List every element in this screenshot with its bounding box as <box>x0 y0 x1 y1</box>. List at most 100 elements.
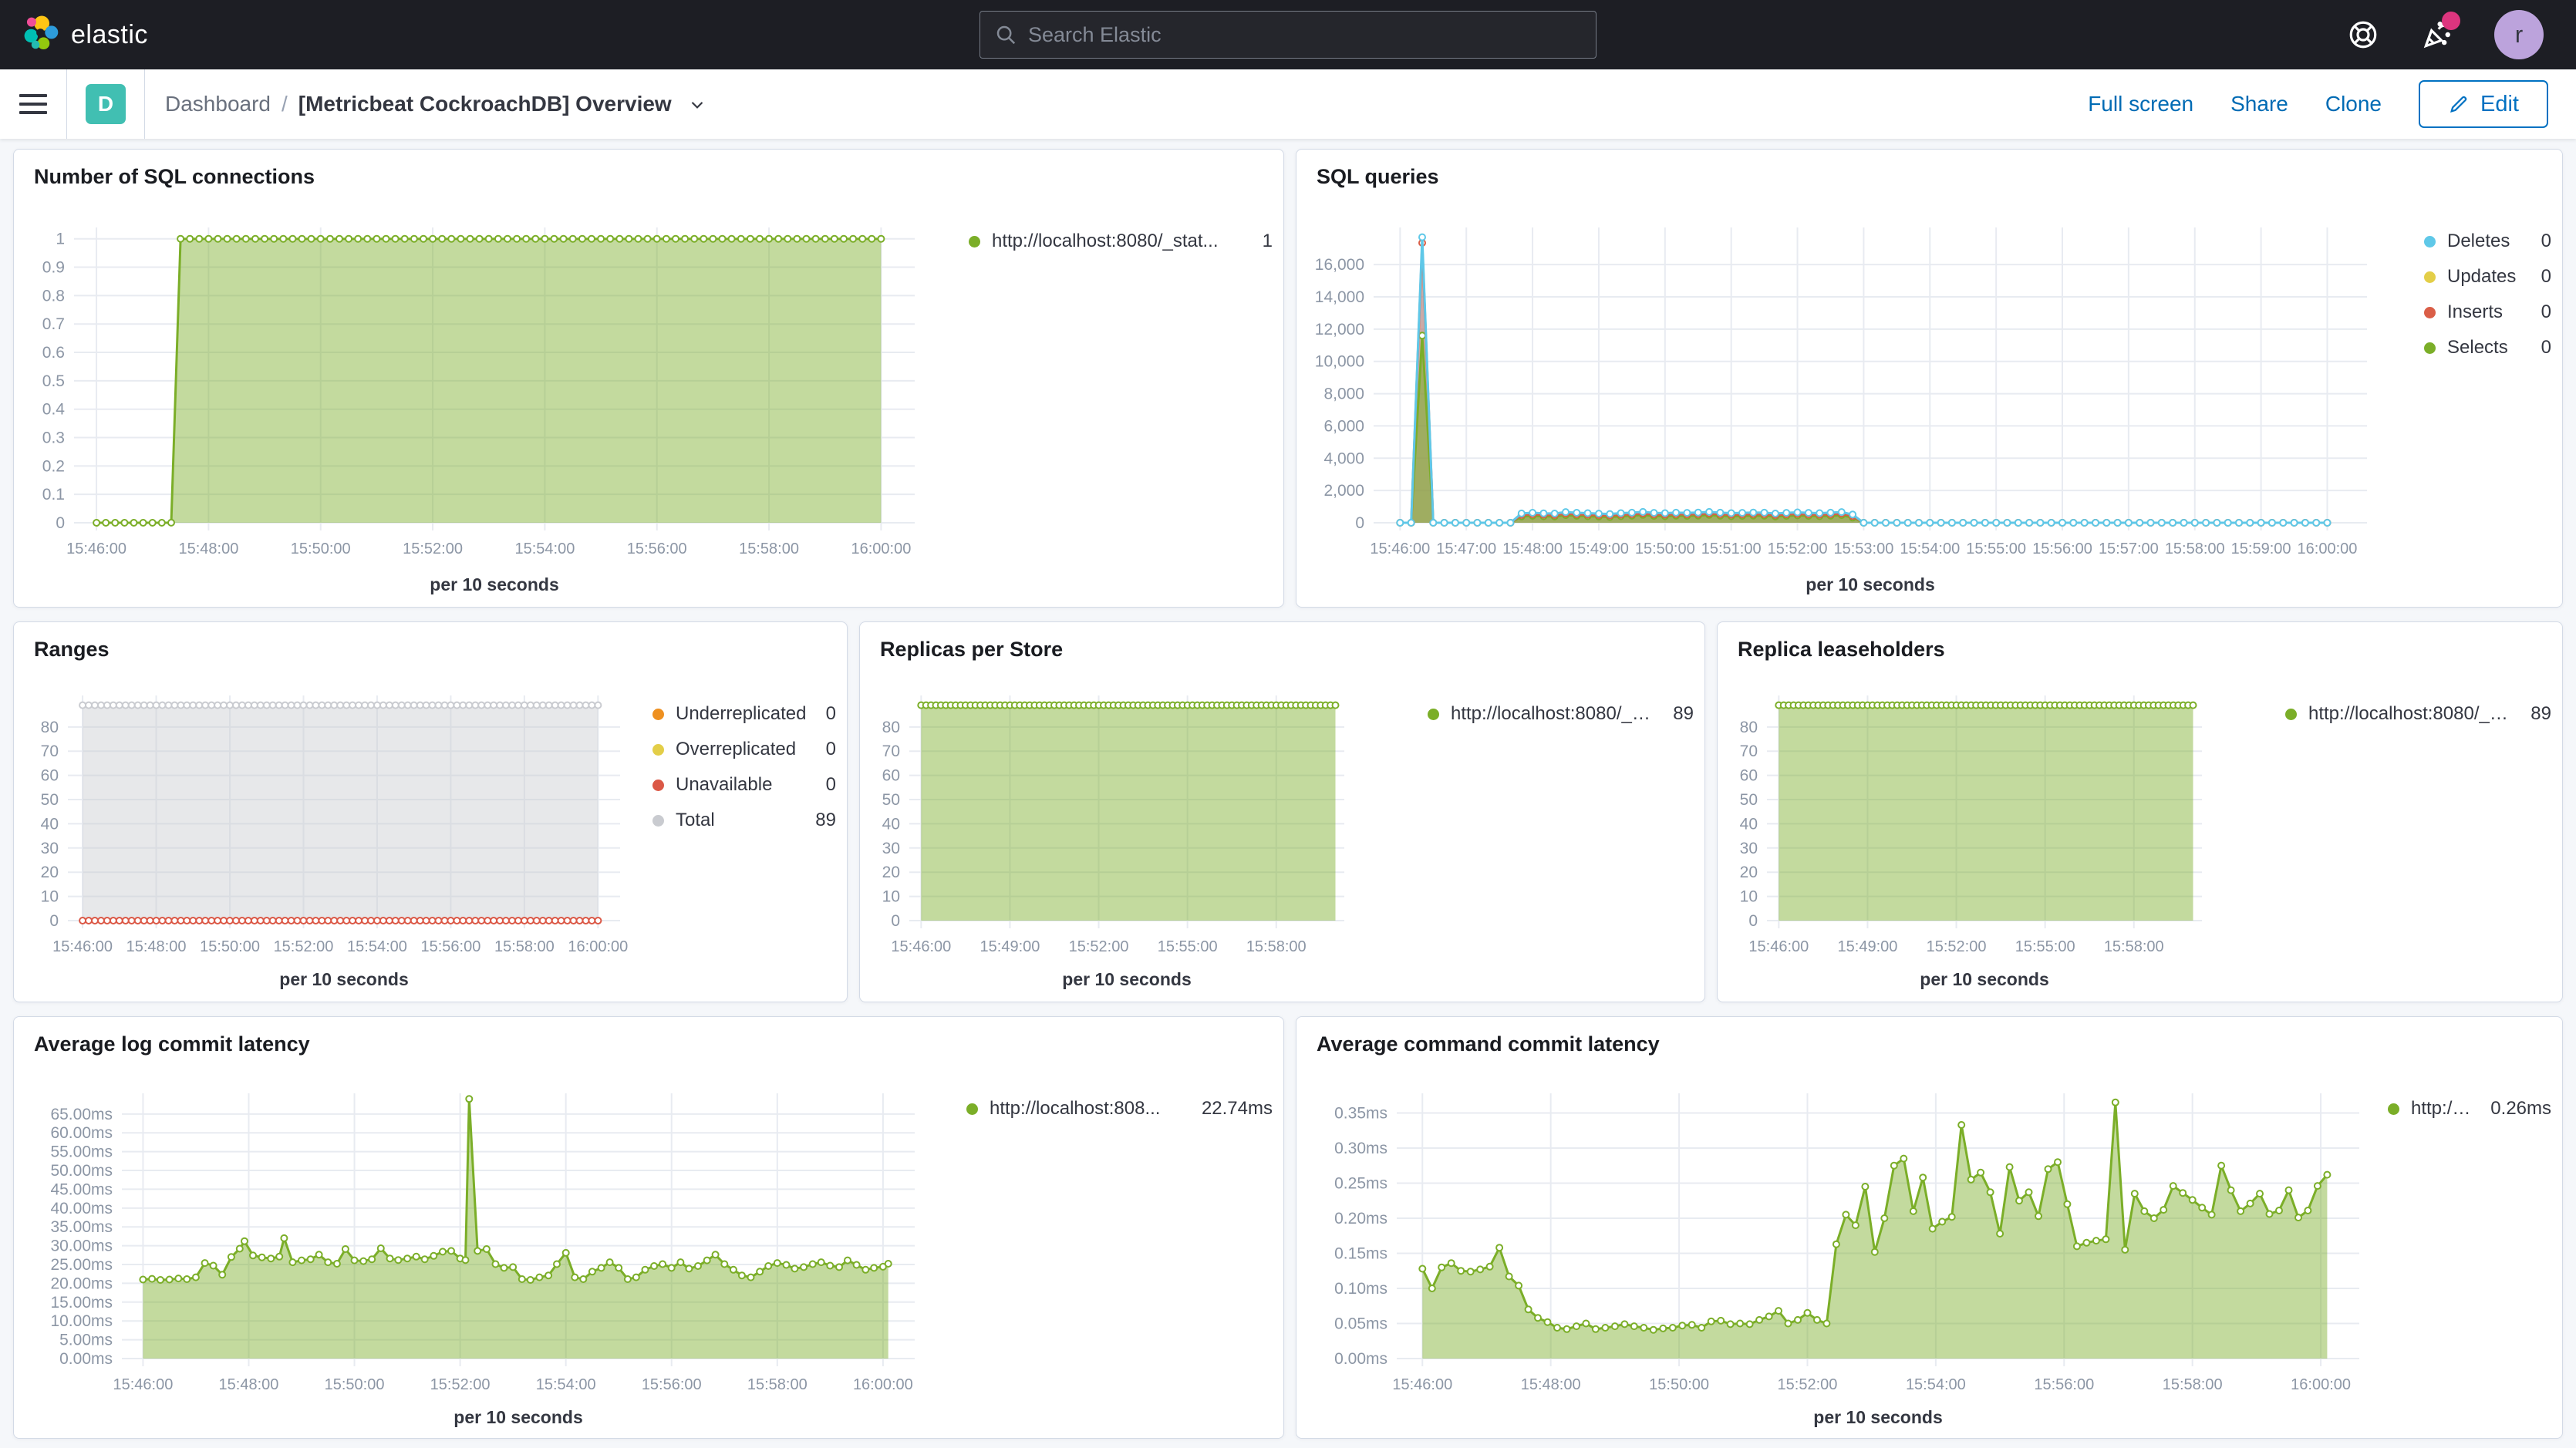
legend-label: http://localhost:8080/_sta... <box>2308 703 2513 724</box>
panel-replicas-per-store: Replicas per Store 15:46:00 15:49:00 15:52… <box>859 621 1705 1002</box>
panel-ranges: Ranges 15:46:00 15:48:00 15:50:00 15:52:00 1… <box>13 621 848 1002</box>
chart-replica-leaseholders[interactable]: 15:46:00 15:49:00 15:52:00 15:55:00 15:58:00… <box>1718 668 2211 995</box>
chart-legend: http://localhost:808... 22.74ms <box>924 1062 1283 1133</box>
search-input[interactable] <box>1028 22 1582 47</box>
svg-text:0.3: 0.3 <box>42 429 65 447</box>
breadcrumb-dashboard[interactable]: Dashboard <box>165 92 271 116</box>
chart-legend: http://localhost:8080/_stat... 1 <box>924 195 1283 266</box>
elastic-logo[interactable]: elastic <box>0 15 148 55</box>
svg-text:60: 60 <box>1740 767 1758 785</box>
chart-legend: http://localhost:8080/_sta... 89 <box>2211 668 2562 739</box>
chevron-down-icon <box>691 102 703 109</box>
share-button[interactable]: Share <box>2230 92 2288 116</box>
legend-item[interactable]: Updates 0 <box>2424 266 2551 288</box>
svg-text:0.35ms: 0.35ms <box>1334 1104 1387 1122</box>
svg-text:16:00:00: 16:00:00 <box>2298 540 2358 557</box>
svg-text:15:58:00: 15:58:00 <box>2163 1376 2223 1393</box>
svg-text:80: 80 <box>882 719 900 736</box>
svg-text:0: 0 <box>56 514 65 532</box>
legend-item[interactable]: http://localhost:8080/_stat... 1 <box>969 231 1273 252</box>
svg-text:6,000: 6,000 <box>1323 417 1364 435</box>
legend-item[interactable]: Inserts 0 <box>2424 301 2551 323</box>
svg-text:0.30ms: 0.30ms <box>1334 1140 1387 1157</box>
svg-text:per 10 seconds: per 10 seconds <box>1920 969 2048 989</box>
title-menu-button[interactable] <box>687 94 707 114</box>
svg-text:16:00:00: 16:00:00 <box>2291 1376 2351 1393</box>
legend-value: 0 <box>825 739 836 759</box>
svg-text:0.15ms: 0.15ms <box>1334 1244 1387 1262</box>
svg-text:15:56:00: 15:56:00 <box>627 540 687 557</box>
chart-ranges[interactable]: 15:46:00 15:48:00 15:50:00 15:52:00 15:54:00… <box>14 668 631 995</box>
legend-item[interactable]: Underreplicated 0 <box>652 703 836 725</box>
clone-button[interactable]: Clone <box>2325 92 2382 116</box>
legend-item[interactable]: Total 89 <box>652 810 836 831</box>
svg-text:15:52:00: 15:52:00 <box>430 1376 491 1393</box>
full-screen-button[interactable]: Full screen <box>2088 92 2194 116</box>
legend-dot-icon <box>652 743 664 756</box>
news-button[interactable] <box>2420 12 2460 52</box>
legend-value: 0 <box>2541 231 2551 251</box>
chart-replicas-per-store[interactable]: 15:46:00 15:49:00 15:52:00 15:55:00 15:58:00… <box>860 668 1354 995</box>
panel-title: Average log commit latency <box>34 1032 310 1056</box>
legend-item[interactable]: http://localhost:8080/_sta... 89 <box>1428 703 1694 725</box>
chart-legend: http://localhost:8080... 0.26ms <box>2369 1062 2562 1133</box>
chart-sql-queries[interactable]: 15:46:00 15:47:00 15:48:00 15:49:00 15:50:00… <box>1296 195 2376 600</box>
legend-label: Deletes <box>2447 231 2510 251</box>
svg-text:15:46:00: 15:46:00 <box>113 1376 173 1393</box>
legend-item[interactable]: Overreplicated 0 <box>652 739 836 760</box>
legend-dot-icon <box>2424 342 2436 354</box>
svg-text:15:52:00: 15:52:00 <box>403 540 463 557</box>
legend-dot-icon <box>2424 271 2436 283</box>
help-button[interactable] <box>2346 18 2380 52</box>
user-avatar[interactable]: r <box>2494 10 2544 59</box>
legend-item[interactable]: Selects 0 <box>2424 337 2551 359</box>
legend-item[interactable]: Deletes 0 <box>2424 231 2551 252</box>
global-search[interactable] <box>979 11 1597 59</box>
dashboard-toolbar: D Dashboard / [Metricbeat CockroachDB] O… <box>0 69 2576 139</box>
legend-value: 89 <box>1673 703 1694 724</box>
panel-title: Ranges <box>34 638 110 661</box>
legend-item[interactable]: Unavailable 0 <box>652 774 836 796</box>
chart-log-commit-latency[interactable]: 15:46:00 15:48:00 15:50:00 15:52:00 15:54:00… <box>14 1062 924 1433</box>
legend-item[interactable]: http://localhost:8080... 0.26ms <box>2388 1098 2551 1120</box>
chart-command-commit-latency[interactable]: 15:46:00 15:48:00 15:50:00 15:52:00 15:54:00… <box>1296 1062 2369 1433</box>
svg-text:0.9: 0.9 <box>42 259 65 277</box>
chart-sql-connections[interactable]: 15:46:00 15:48:00 15:50:00 15:52:00 15:54:00… <box>14 195 924 600</box>
legend-dot-icon <box>652 708 664 720</box>
legend-label: Total <box>676 810 715 830</box>
legend-dot-icon <box>2388 1103 2399 1115</box>
menu-button[interactable] <box>0 69 66 139</box>
svg-text:55.00ms: 55.00ms <box>50 1143 113 1161</box>
svg-text:15:56:00: 15:56:00 <box>2032 540 2092 557</box>
notification-dot <box>2442 12 2460 30</box>
svg-text:15:57:00: 15:57:00 <box>2099 540 2159 557</box>
svg-text:15:48:00: 15:48:00 <box>126 938 187 955</box>
svg-text:40: 40 <box>882 815 900 833</box>
svg-text:15:54:00: 15:54:00 <box>347 938 407 955</box>
svg-text:15:53:00: 15:53:00 <box>1833 540 1893 557</box>
legend-item[interactable]: http://localhost:8080/_sta... 89 <box>2285 703 2551 725</box>
svg-text:0: 0 <box>1355 514 1364 532</box>
svg-text:30: 30 <box>1740 840 1758 857</box>
dashboard-app-badge[interactable]: D <box>86 84 126 124</box>
svg-text:0: 0 <box>891 912 900 930</box>
edit-button[interactable]: Edit <box>2419 80 2548 128</box>
svg-text:15:54:00: 15:54:00 <box>514 540 575 557</box>
svg-text:16:00:00: 16:00:00 <box>568 938 628 955</box>
svg-text:0.8: 0.8 <box>42 287 65 305</box>
legend-value: 89 <box>2530 703 2551 724</box>
legend-dot-icon <box>2285 708 2297 720</box>
svg-text:30.00ms: 30.00ms <box>50 1238 113 1255</box>
svg-text:15:56:00: 15:56:00 <box>642 1376 702 1393</box>
elastic-logo-icon <box>23 15 59 55</box>
svg-text:15:55:00: 15:55:00 <box>1966 540 2026 557</box>
legend-item[interactable]: http://localhost:808... 22.74ms <box>966 1098 1273 1120</box>
svg-text:15:50:00: 15:50:00 <box>291 540 351 557</box>
panel-sql-queries: SQL queries 15:46:00 15:47:00 15:48:00 15:4… <box>1296 149 2563 608</box>
svg-text:15:58:00: 15:58:00 <box>2104 938 2164 955</box>
svg-text:30: 30 <box>41 840 59 857</box>
legend-label: Underreplicated <box>676 703 807 724</box>
legend-dot-icon <box>652 779 664 791</box>
svg-text:per 10 seconds: per 10 seconds <box>453 1407 582 1427</box>
svg-text:15:52:00: 15:52:00 <box>1069 938 1129 955</box>
